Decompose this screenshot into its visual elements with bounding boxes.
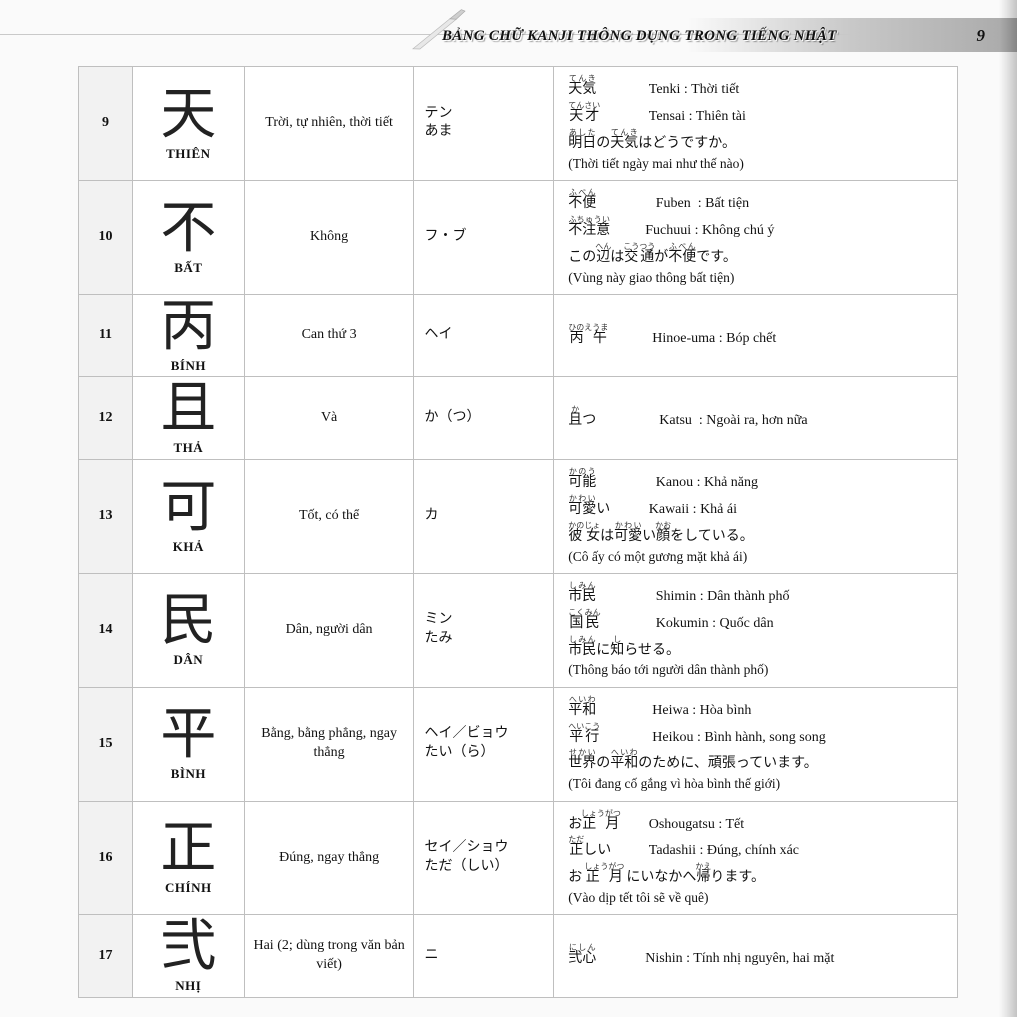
- examples: 市民しみん Shimin : Dân thành phố国民こくみん Kokum…: [554, 573, 958, 687]
- kanji-cell: 民 DÂN: [132, 573, 244, 687]
- hanviet: NHỊ: [135, 977, 242, 995]
- hanviet: KHẢ: [135, 538, 242, 556]
- kanji-glyph: 不: [135, 201, 242, 257]
- meaning: Tốt, có thể: [244, 459, 414, 573]
- table-row: 11丙 BÍNHCan thứ 3ヘイ丙 午ひのえうま Hinoe-uma : B…: [79, 294, 958, 377]
- reading: ヘイ／ビョウたい（ら）: [414, 687, 554, 801]
- kanji-cell: 可 KHẢ: [132, 459, 244, 573]
- row-number: 9: [79, 67, 133, 181]
- examples: 可能かのう Kanou : Khả năng可愛かわいい Kawaii : Kh…: [554, 459, 958, 573]
- table-row: 13可 KHẢTốt, có thểカ可能かのう Kanou : Khả năng…: [79, 459, 958, 573]
- table-row: 10不 BẤTKhôngフ・ブ不便ふべん Fuben : Bất tiện不注意ふ…: [79, 180, 958, 294]
- reading: カ: [414, 459, 554, 573]
- meaning: Can thứ 3: [244, 294, 414, 377]
- row-number: 16: [79, 801, 133, 915]
- reading: か（つ）: [414, 377, 554, 460]
- reading: ミンたみ: [414, 573, 554, 687]
- examples: 平和へいわ Heiwa : Hòa bình平行へいこう Heikou : Bì…: [554, 687, 958, 801]
- meaning: Dân, người dân: [244, 573, 414, 687]
- kanji-glyph: 且: [135, 381, 242, 437]
- page-number: 9: [977, 26, 986, 46]
- kanji-cell: 正 CHÍNH: [132, 801, 244, 915]
- row-number: 12: [79, 377, 133, 460]
- kanji-glyph: 正: [135, 821, 242, 877]
- reading: テンあま: [414, 67, 554, 181]
- kanji-glyph: 弐: [135, 919, 242, 975]
- examples: 天気てんき Tenki : Thời tiết天才てんさい Tensai : T…: [554, 67, 958, 181]
- hanviet: BÍNH: [135, 357, 242, 375]
- row-number: 15: [79, 687, 133, 801]
- kanji-glyph: 天: [135, 87, 242, 143]
- kanji-cell: 不 BẤT: [132, 180, 244, 294]
- hanviet: CHÍNH: [135, 879, 242, 897]
- reading: セイ／ショウただ（しい）: [414, 801, 554, 915]
- examples: 弐心にしん Nishin : Tính nhị nguyên, hai mặt: [554, 915, 958, 998]
- kanji-cell: 弐 NHỊ: [132, 915, 244, 998]
- kanji-glyph: 民: [135, 593, 242, 649]
- hanviet: DÂN: [135, 651, 242, 669]
- kanji-glyph: 可: [135, 480, 242, 536]
- hanviet: BẤT: [135, 259, 242, 277]
- hanviet: THIÊN: [135, 145, 242, 163]
- row-number: 11: [79, 294, 133, 377]
- examples: 不便ふべん Fuben : Bất tiện不注意ふちゅうい Fuchuui :…: [554, 180, 958, 294]
- row-number: 10: [79, 180, 133, 294]
- reading: ヘイ: [414, 294, 554, 377]
- examples: お正 月しょうがつ Oshougatsu : Tết正ただしい Tadashii…: [554, 801, 958, 915]
- meaning: Hai (2; dùng trong văn bản viết): [244, 915, 414, 998]
- kanji-glyph: 平: [135, 707, 242, 763]
- kanji-cell: 且 THẢ: [132, 377, 244, 460]
- kanji-table: 9天 THIÊNTrời, tự nhiên, thời tiếtテンあま天気てん…: [78, 66, 958, 998]
- table-row: 9天 THIÊNTrời, tự nhiên, thời tiếtテンあま天気てん…: [79, 67, 958, 181]
- page-edge-shadow: [999, 0, 1017, 1017]
- kanji-glyph: 丙: [135, 299, 242, 355]
- kanji-cell: 天 THIÊN: [132, 67, 244, 181]
- reading: ニ: [414, 915, 554, 998]
- meaning: Bằng, bằng phẳng, ngay thẳng: [244, 687, 414, 801]
- kanji-cell: 丙 BÍNH: [132, 294, 244, 377]
- row-number: 13: [79, 459, 133, 573]
- meaning: Không: [244, 180, 414, 294]
- row-number: 17: [79, 915, 133, 998]
- meaning: Và: [244, 377, 414, 460]
- table-row: 15平 BÌNHBằng, bằng phẳng, ngay thẳngヘイ／ビョ…: [79, 687, 958, 801]
- kanji-cell: 平 BÌNH: [132, 687, 244, 801]
- table-row: 17弐NHỊHai (2; dùng trong văn bản viết)ニ弐…: [79, 915, 958, 998]
- table-row: 14民 DÂNDân, người dânミンたみ市民しみん Shimin : D…: [79, 573, 958, 687]
- meaning: Trời, tự nhiên, thời tiết: [244, 67, 414, 181]
- examples: 且かつ Katsu : Ngoài ra, hơn nữa: [554, 377, 958, 460]
- meaning: Đúng, ngay thẳng: [244, 801, 414, 915]
- table-row: 12且 THẢVàか（つ）且かつ Katsu : Ngoài ra, hơn nữ…: [79, 377, 958, 460]
- row-number: 14: [79, 573, 133, 687]
- examples: 丙 午ひのえうま Hinoe-uma : Bóp chết: [554, 294, 958, 377]
- hanviet: BÌNH: [135, 765, 242, 783]
- page-header: BẢNG CHỮ KANJI THÔNG DỤNG TRONG TIẾNG NH…: [0, 18, 1017, 52]
- reading: フ・ブ: [414, 180, 554, 294]
- header-title: BẢNG CHỮ KANJI THÔNG DỤNG TRONG TIẾNG NH…: [442, 28, 837, 45]
- hanviet: THẢ: [135, 439, 242, 457]
- table-row: 16正 CHÍNHĐúng, ngay thẳngセイ／ショウただ（しい）お正 月…: [79, 801, 958, 915]
